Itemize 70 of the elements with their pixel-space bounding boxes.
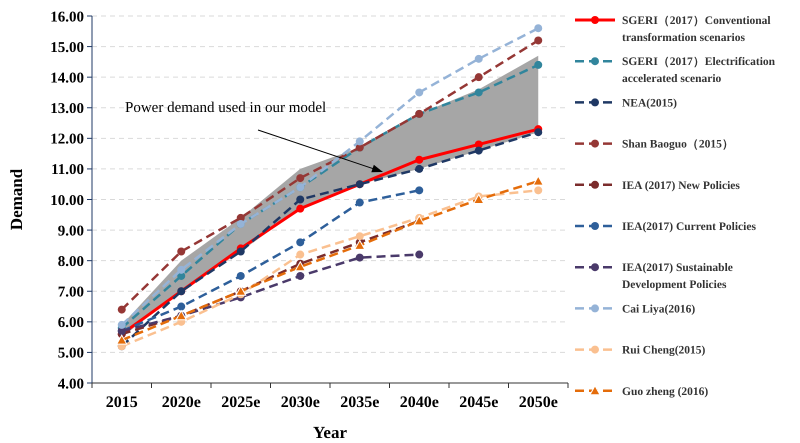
point: [118, 306, 126, 314]
legend-label: SGERI（2017）Electrification accelerated scenario: [622, 56, 776, 86]
point: [236, 247, 245, 256]
point: [296, 250, 304, 259]
point: [534, 36, 542, 44]
y-tick-label: 10.00: [50, 192, 84, 209]
x-tick-label: 2035e: [340, 394, 380, 411]
point: [356, 232, 364, 240]
x-tick-label: 2030e: [280, 394, 320, 411]
legend-label: Rui Cheng(2015): [622, 344, 706, 357]
point: [474, 54, 483, 63]
y-tick-label: 11.00: [51, 162, 84, 178]
x-tick-label: 2050e: [518, 394, 558, 411]
point: [534, 24, 542, 32]
y-tick-label: 12.00: [50, 132, 84, 148]
point: [534, 186, 542, 194]
y-tick-label: 14.00: [50, 70, 84, 86]
point: [356, 137, 364, 146]
x-tick-label: 2025e: [221, 394, 260, 411]
point: [236, 272, 245, 280]
point: [356, 198, 364, 207]
y-tick-label: 13.00: [50, 101, 84, 117]
point: [177, 266, 186, 274]
legend-label: NEA(2015): [622, 97, 678, 110]
point: [294, 261, 306, 272]
legend-label: IEA(2017) Sustainable Development Policies: [622, 262, 733, 292]
point: [116, 334, 128, 345]
y-tick-label: 8.00: [58, 254, 84, 270]
point: [474, 73, 483, 82]
point: [415, 186, 424, 194]
x-tick-label: 2045e: [459, 394, 498, 411]
x-tick-label: 2020e: [162, 394, 201, 411]
point: [296, 174, 304, 182]
point: [296, 272, 304, 280]
x-axis-title: Year: [313, 423, 348, 442]
point: [473, 194, 484, 204]
x-tick-label: 2040e: [400, 394, 439, 411]
point: [356, 254, 364, 262]
point: [296, 196, 304, 204]
y-tick-label: 4.00: [58, 376, 84, 392]
point: [354, 240, 366, 250]
point: [534, 60, 542, 69]
point: [474, 146, 483, 155]
y-tick-label: 16.00: [50, 9, 84, 26]
y-tick-label: 5.00: [58, 346, 84, 362]
point: [296, 204, 304, 213]
y-tick-label: 7.00: [58, 284, 84, 300]
point: [415, 164, 424, 173]
point: [532, 176, 544, 186]
point: [118, 320, 126, 329]
point: [474, 88, 483, 96]
legend-label: IEA (2017) New Policies: [622, 180, 740, 192]
y-tick-label: 6.00: [58, 315, 84, 332]
x-tick-label: 2015: [106, 394, 138, 411]
legend-label: Cai Liya(2016): [622, 303, 696, 316]
point: [415, 250, 424, 259]
point: [415, 156, 424, 164]
point: [534, 128, 542, 136]
legend-label: IEA(2017) Current Policies: [622, 221, 756, 234]
point: [177, 247, 186, 256]
y-axis-title: Demand: [7, 168, 26, 230]
point: [296, 238, 304, 246]
legend-label: Guo zheng (2016): [622, 386, 708, 398]
y-tick-label: 15.00: [50, 40, 84, 56]
legend-label: Shan Baoguo（2015）: [622, 138, 734, 151]
legend-label: SGERI（2017）Conventional transformation scenarios: [622, 15, 771, 44]
y-tick-label: 9.00: [58, 223, 84, 240]
point: [415, 88, 424, 96]
point: [177, 302, 186, 311]
annotation: Power demand used in our model: [125, 100, 326, 116]
